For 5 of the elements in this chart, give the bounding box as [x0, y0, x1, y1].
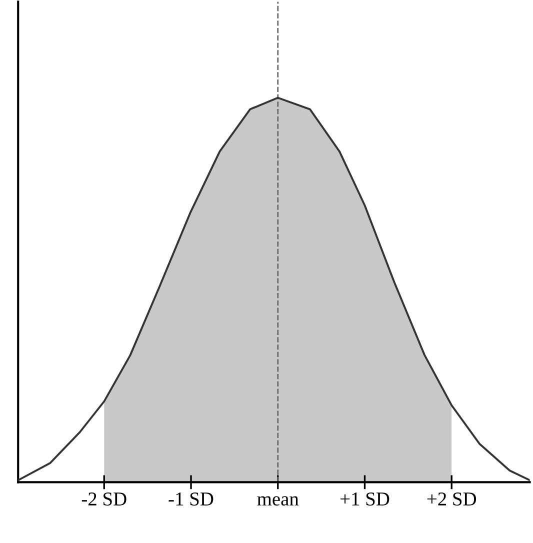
x-tick-label: mean	[257, 496, 299, 506]
x-tick-label: -1 SD	[168, 492, 214, 506]
x-tick-label: +2 SD	[427, 492, 476, 506]
x-tick-label: -2 SD	[82, 492, 126, 506]
x-tick-label: +1 SD	[340, 492, 390, 506]
